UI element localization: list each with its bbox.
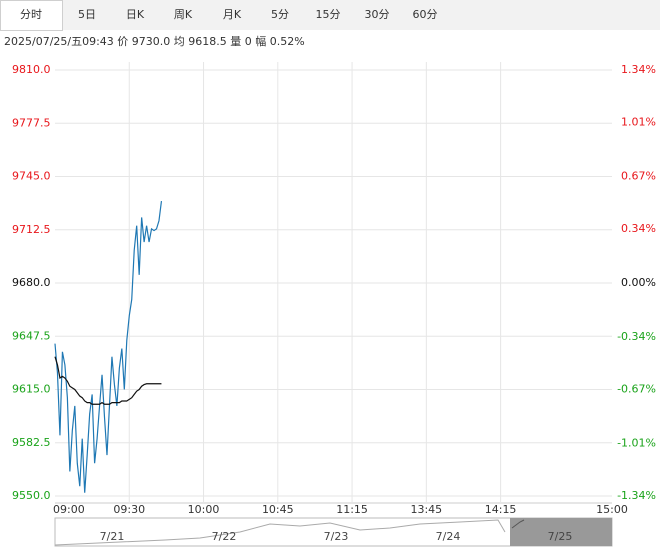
- y-tick-label: 9582.5: [12, 436, 51, 449]
- navigator-sparkline: [511, 519, 525, 529]
- y2-tick-label: 1.01%: [621, 115, 656, 128]
- y-tick-label: 9680.0: [12, 276, 51, 289]
- y2-tick-label: 0.00%: [621, 276, 656, 289]
- y2-tick-label: -1.01%: [617, 437, 656, 450]
- x-tick-label: 13:45: [410, 503, 442, 516]
- tab-selected: [0, 0, 63, 31]
- navigator-label: 7/25: [548, 530, 573, 543]
- tab[interactable]: 周K: [174, 8, 193, 21]
- navigator-label: 7/21: [100, 530, 125, 543]
- x-tick-label: 09:30: [113, 503, 145, 516]
- tab[interactable]: 5分: [271, 8, 289, 21]
- navigator-selection[interactable]: [510, 518, 612, 546]
- tab[interactable]: 日K: [126, 8, 145, 21]
- navigator-sparkline: [54, 519, 506, 546]
- y-tick-label: 9550.0: [12, 489, 51, 502]
- navigator-label: 7/23: [324, 530, 349, 543]
- navigator-label: 7/24: [436, 530, 461, 543]
- x-tick-label: 10:00: [188, 503, 220, 516]
- y2-tick-label: 1.34%: [621, 63, 656, 76]
- tab[interactable]: 60分: [413, 8, 438, 21]
- info-line: 2025/07/25/五09:43 价 9730.0 均 9618.5 量 0 …: [4, 35, 305, 48]
- y-tick-label: 9745.0: [12, 170, 51, 183]
- tab[interactable]: 30分: [365, 8, 390, 21]
- y2-tick-label: 0.67%: [621, 170, 656, 183]
- tab-bar: [0, 0, 660, 30]
- y-tick-label: 9615.0: [12, 383, 51, 396]
- y2-tick-label: -0.67%: [617, 383, 656, 396]
- y-tick-label: 9712.5: [12, 223, 51, 236]
- price-line: [54, 201, 163, 493]
- x-tick-label: 11:15: [336, 503, 368, 516]
- tab[interactable]: 月K: [223, 8, 242, 21]
- tab[interactable]: 15分: [316, 8, 341, 21]
- x-tick-label: 09:00: [53, 503, 85, 516]
- x-tick-label: 10:45: [262, 503, 294, 516]
- y-tick-label: 9777.5: [12, 116, 51, 129]
- y2-tick-label: -0.34%: [617, 330, 656, 343]
- x-tick-label: 15:00: [596, 503, 628, 516]
- price-line: [54, 356, 162, 405]
- y2-tick-label: -1.34%: [617, 489, 656, 502]
- y-tick-label: 9647.5: [12, 329, 51, 342]
- y-tick-label: 9810.0: [12, 63, 51, 76]
- y2-tick-label: 0.34%: [621, 222, 656, 235]
- tab[interactable]: 分时: [20, 8, 42, 21]
- tab[interactable]: 5日: [78, 8, 96, 21]
- navigator-label: 7/22: [212, 530, 237, 543]
- x-tick-label: 14:15: [485, 503, 517, 516]
